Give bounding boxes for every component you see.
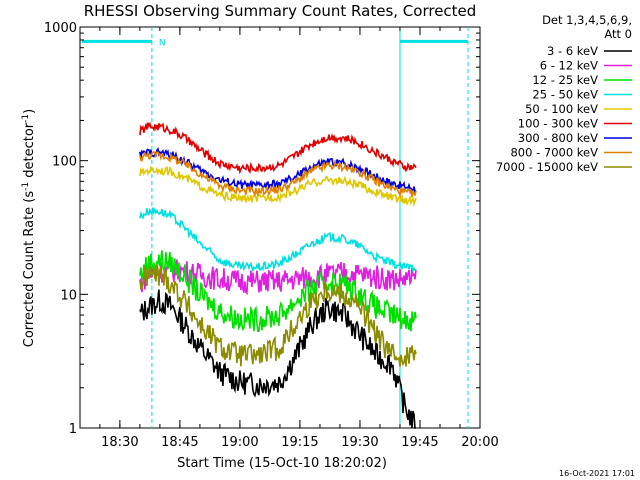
x-tick-label: 20:00 — [461, 435, 498, 450]
legend-label: 6 - 12 keV — [540, 59, 598, 73]
y-axis: 1 10 100 1000 — [44, 21, 480, 437]
footer-timestamp: 16-Oct-2021 17:01 — [559, 469, 635, 478]
series-line — [139, 151, 417, 198]
legend-label: 12 - 25 keV — [532, 73, 598, 87]
series-line — [139, 165, 417, 208]
x-tick-label: 19:45 — [401, 435, 438, 450]
plot-frame — [79, 26, 481, 429]
y-axis-label-main: Corrected Count Rate (s — [22, 191, 37, 348]
y-tick-label: 100 — [52, 155, 77, 170]
series-line — [139, 121, 417, 175]
y-tick-label: 1000 — [44, 21, 77, 36]
legend-label: 7000 - 15000 keV — [496, 160, 598, 174]
y-axis-label: Corrected Count Rate (s-1 detector-1) — [21, 109, 37, 347]
x-axis: 18:30 18:45 19:00 19:15 19:30 19:45 20:00 — [99, 27, 499, 450]
y-axis-label-sup2: -1 — [21, 114, 31, 123]
legend-label: 3 - 6 keV — [547, 44, 598, 58]
legend-header: Det 1,3,4,5,6,9, — [542, 13, 632, 27]
legend-label: 800 - 7000 keV — [510, 146, 598, 160]
legend-label: 50 - 100 keV — [525, 102, 598, 116]
x-tick-label: 19:15 — [281, 435, 318, 450]
series-line — [139, 264, 417, 367]
night-marker: N — [159, 38, 166, 48]
legend-label: 100 - 300 keV — [518, 117, 598, 131]
x-axis-label: Start Time (15-Oct-10 18:20:02) — [177, 456, 387, 471]
series-line — [139, 207, 417, 273]
series-line — [139, 250, 417, 333]
y-tick-label: 10 — [60, 288, 77, 303]
chart-title: RHESSI Observing Summary Count Rates, Co… — [84, 2, 477, 20]
legend-label: 25 - 50 keV — [532, 88, 598, 102]
x-tick-label: 19:30 — [341, 435, 378, 450]
y-axis-label-mid: detector — [22, 122, 37, 182]
legend-header: Att 0 — [604, 27, 632, 41]
x-tick-label: 19:00 — [221, 435, 258, 450]
series-line — [139, 289, 416, 429]
plot-area: N — [79, 26, 481, 429]
legend-label: 300 - 800 keV — [518, 131, 598, 145]
y-axis-label-sup1: -1 — [21, 182, 31, 191]
x-tick-label: 18:45 — [161, 435, 198, 450]
y-tick-label: 1 — [69, 422, 77, 437]
y-axis-label-end: ) — [22, 109, 37, 114]
x-tick-label: 18:30 — [101, 435, 138, 450]
series-line — [139, 147, 417, 194]
